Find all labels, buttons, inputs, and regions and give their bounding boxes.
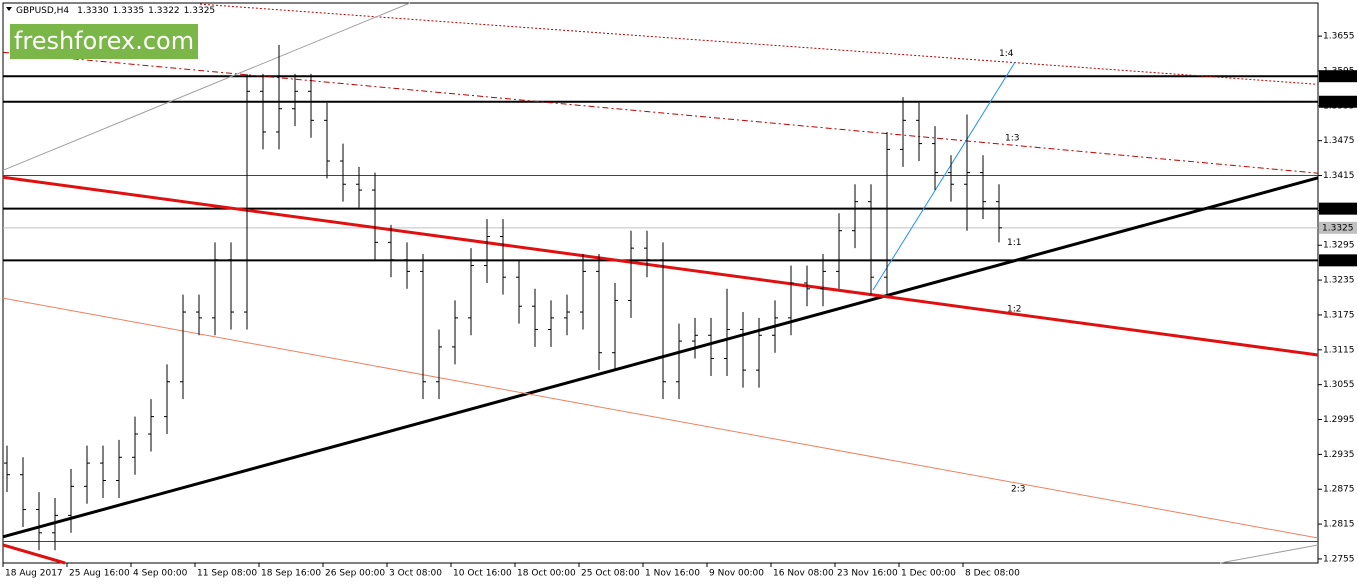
x-tick-label: 1 Dec 00:00 xyxy=(901,569,956,579)
x-tick-label: 16 Nov 08:00 xyxy=(773,569,834,579)
annotation: 1:1 xyxy=(1007,238,1021,248)
y-tick-label: 1.3415 xyxy=(1323,171,1355,181)
header-token: GBPUSD,H4 xyxy=(16,6,69,16)
x-tick-label: 18 Aug 2017 xyxy=(5,569,63,579)
trend-line xyxy=(199,3,1319,85)
y-tick-label: 1.2875 xyxy=(1323,485,1355,495)
x-tick-label: 26 Sep 00:00 xyxy=(325,569,385,579)
trend-line xyxy=(2,297,1319,539)
x-tick-label: 3 Oct 08:00 xyxy=(389,569,442,579)
y-tick-label: 1.3235 xyxy=(1323,276,1355,286)
trend-line xyxy=(2,175,1319,357)
trend-line xyxy=(1219,544,1319,564)
y-tick-label: 1.2755 xyxy=(1323,554,1355,564)
logo-text: freshforex.com xyxy=(14,27,194,55)
x-tick-label: 11 Sep 08:00 xyxy=(197,569,257,579)
annotation: 1:3 xyxy=(1005,133,1019,143)
header-token: 1.3322 xyxy=(148,6,180,16)
bars-layer xyxy=(4,44,1002,551)
x-tick-label: 18 Oct 00:00 xyxy=(517,569,576,579)
plot-frame xyxy=(2,2,1319,564)
logo: freshforex.com xyxy=(10,24,198,59)
level-label-box xyxy=(1319,95,1357,108)
y-tick-label: 1.3475 xyxy=(1323,136,1355,146)
level-label: 1.3542 xyxy=(1322,97,1354,107)
level-label-box xyxy=(1319,202,1357,215)
trend-line xyxy=(2,51,1319,174)
trend-line xyxy=(2,176,1319,539)
annotation: 1:4 xyxy=(999,49,1014,59)
level-label: 1.3325 xyxy=(1322,223,1354,233)
x-tick-label: 1 Nov 16:00 xyxy=(645,569,700,579)
y-tick-label: 1.2935 xyxy=(1323,450,1355,460)
axis-layer: 1.2755 1.2815 1.2875 1.2935 1.2995 1.3055 1.31… xyxy=(2,32,1357,579)
y-tick-label: 1.2995 xyxy=(1323,415,1355,425)
header-token: 1.3335 xyxy=(113,6,145,16)
y-tick-label: 1.3115 xyxy=(1323,345,1355,355)
header-arrow xyxy=(6,7,12,11)
header: GBPUSD,H4 1.3330 1.3335 1.3322 1.3325 xyxy=(6,6,215,16)
level-label: 1.3586 xyxy=(1322,72,1354,82)
y-tick-label: 1.3655 xyxy=(1323,32,1355,42)
header-token: 1.3325 xyxy=(184,6,216,16)
y-tick-label: 1.3175 xyxy=(1323,310,1355,320)
level-label: 1.3269 xyxy=(1322,256,1354,266)
x-tick-label: 9 Nov 00:00 xyxy=(709,569,764,579)
x-tick-label: 23 Nov 16:00 xyxy=(837,569,898,579)
annotation: 1:2 xyxy=(1007,305,1021,315)
level-label: 1.3358 xyxy=(1322,204,1354,214)
x-tick-label: 25 Oct 08:00 xyxy=(581,569,640,579)
level-label-box xyxy=(1319,221,1357,234)
trend-line xyxy=(2,2,411,171)
x-tick-label: 10 Oct 16:00 xyxy=(453,569,512,579)
y-tick-label: 1.2815 xyxy=(1323,520,1355,530)
lines-layer: 1:4 1:3 1:1 1:2 2:3 xyxy=(2,2,1319,565)
y-tick-label: 1.3055 xyxy=(1323,380,1355,390)
trend-line xyxy=(2,543,66,565)
x-tick-label: 4 Sep 00:00 xyxy=(133,569,188,579)
trend-line xyxy=(872,61,1016,291)
x-tick-label: 8 Dec 08:00 xyxy=(965,569,1020,579)
header-text: GBPUSD,H4 1.3330 1.3335 1.3322 1.3325 xyxy=(16,6,215,16)
x-tick-label: 25 Aug 16:00 xyxy=(69,569,130,579)
level-label-box xyxy=(1319,254,1357,267)
header-token: 1.3330 xyxy=(77,6,109,16)
annotation: 2:3 xyxy=(1011,485,1025,495)
x-tick-label: 18 Sep 16:00 xyxy=(261,569,321,579)
logo-box xyxy=(10,24,198,59)
level-label-box xyxy=(1319,70,1357,83)
y-tick-label: 1.3295 xyxy=(1323,241,1355,251)
